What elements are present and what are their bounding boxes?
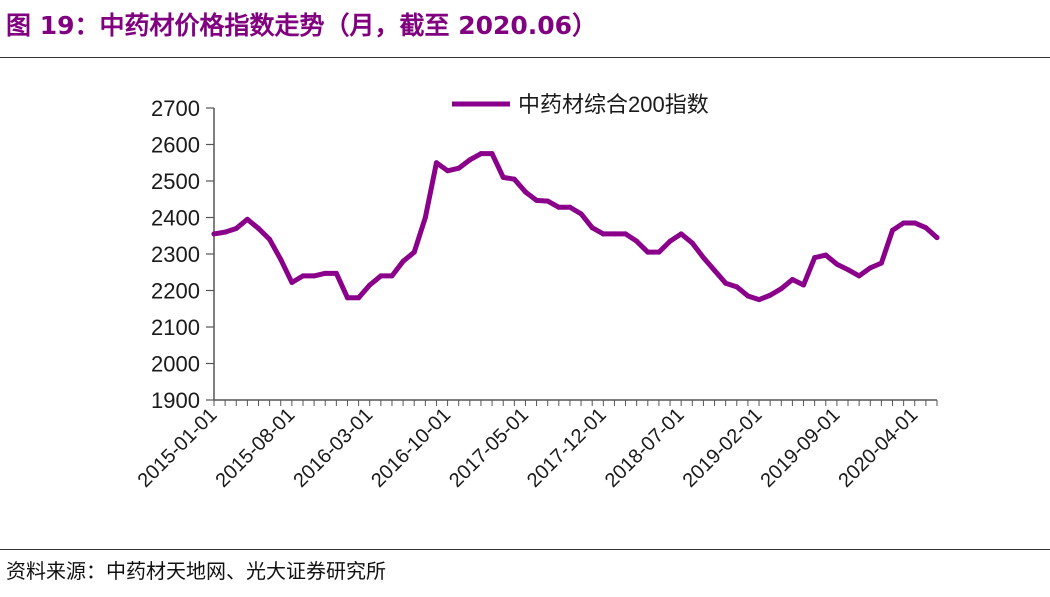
- data-point: [222, 229, 228, 235]
- data-point: [812, 255, 818, 261]
- y-axis: 1900 2000 2100 2200 2300 2400 2500 2600 2700: [151, 96, 215, 413]
- data-point: [233, 225, 239, 231]
- data-point: [255, 225, 261, 231]
- top-rule: [0, 57, 1050, 58]
- data-point: [244, 216, 250, 222]
- x-tick-label: 2019-02-01: [679, 404, 767, 492]
- data-point: [389, 273, 395, 279]
- data-point: [867, 265, 873, 271]
- data-point: [890, 227, 896, 233]
- data-point: [656, 249, 662, 255]
- data-point: [712, 267, 718, 273]
- data-point: [211, 231, 217, 237]
- data-point: [623, 231, 629, 237]
- data-point: [878, 260, 884, 266]
- data-point: [378, 273, 384, 279]
- data-point: [478, 151, 484, 157]
- data-point: [689, 240, 695, 246]
- data-point: [322, 270, 328, 276]
- data-point: [700, 255, 706, 261]
- data-point: [311, 273, 317, 279]
- data-point: [411, 249, 417, 255]
- data-point: [489, 151, 495, 157]
- x-tick-label: 2020-04-01: [834, 404, 922, 492]
- data-point: [723, 280, 729, 286]
- data-point: [678, 231, 684, 237]
- data-point: [789, 277, 795, 283]
- x-tick-label: 2019-09-01: [757, 404, 845, 492]
- data-point: [845, 267, 851, 273]
- data-point: [433, 160, 439, 166]
- data-point: [923, 225, 929, 231]
- y-tick-label: 2400: [151, 206, 200, 231]
- data-point: [356, 295, 362, 301]
- data-point: [267, 236, 273, 242]
- line-chart: 1900 2000 2100 2200 2300 2400 2500 2600 2700 201…: [134, 92, 940, 492]
- data-point: [589, 225, 595, 231]
- y-tick-label: 2500: [151, 169, 200, 194]
- x-tick-label: 2015-08-01: [211, 404, 299, 492]
- y-tick-label: 2100: [151, 315, 200, 340]
- y-tick-label: 2700: [151, 96, 200, 121]
- figure-title: 图 19：中药材价格指数走势（月，截至 2020.06）: [6, 11, 598, 40]
- data-point: [422, 215, 428, 220]
- x-tick-label: 2016-03-01: [289, 404, 377, 492]
- data-point: [778, 286, 784, 292]
- data-point: [934, 235, 940, 241]
- source-note: 资料来源：中药材天地网、光大证券研究所: [6, 559, 386, 583]
- data-point: [801, 282, 807, 288]
- x-tick-label: 2016-10-01: [367, 404, 455, 492]
- legend-label: 中药材综合200指数: [518, 92, 709, 117]
- data-point: [645, 249, 651, 255]
- data-point: [556, 204, 562, 210]
- data-point: [856, 273, 862, 279]
- data-point: [445, 168, 451, 174]
- data-point: [901, 220, 907, 226]
- data-point: [344, 295, 350, 301]
- x-tick-label: 2017-12-01: [523, 404, 611, 492]
- y-tick-label: 2200: [151, 279, 200, 304]
- data-point: [367, 282, 373, 288]
- bottom-rule: [0, 549, 1050, 550]
- data-point: [634, 238, 640, 244]
- x-axis: 2015-01-012015-08-012016-03-012016-10-01…: [134, 399, 938, 492]
- y-tick-label: 2300: [151, 242, 200, 267]
- data-point: [400, 258, 406, 264]
- data-point: [500, 174, 506, 180]
- data-point: [578, 211, 584, 217]
- data-point: [567, 204, 573, 210]
- data-point: [545, 198, 551, 204]
- data-point: [456, 165, 462, 171]
- data-point: [278, 256, 284, 262]
- data-point: [745, 293, 751, 299]
- series-line: [211, 151, 940, 303]
- data-point: [333, 270, 339, 276]
- data-point: [289, 279, 295, 285]
- data-point: [522, 189, 528, 195]
- series-layer: [211, 151, 940, 303]
- data-point: [834, 261, 840, 267]
- data-point: [600, 231, 606, 237]
- data-point: [300, 273, 306, 279]
- data-point: [667, 238, 673, 244]
- data-point: [611, 231, 617, 237]
- data-point: [734, 284, 740, 290]
- y-tick-label: 2600: [151, 133, 200, 158]
- data-point: [767, 292, 773, 298]
- data-point: [534, 197, 540, 203]
- data-point: [823, 252, 829, 258]
- data-point: [756, 297, 762, 303]
- y-tick-label: 1900: [151, 388, 200, 413]
- y-tick-label: 2000: [151, 352, 200, 377]
- data-point: [511, 176, 517, 182]
- x-tick-label: 2017-05-01: [445, 404, 533, 492]
- x-tick-label: 2015-01-01: [134, 404, 222, 492]
- legend: 中药材综合200指数: [452, 92, 709, 117]
- data-point: [467, 157, 473, 163]
- x-tick-label: 2018-07-01: [601, 404, 689, 492]
- data-point: [912, 220, 918, 226]
